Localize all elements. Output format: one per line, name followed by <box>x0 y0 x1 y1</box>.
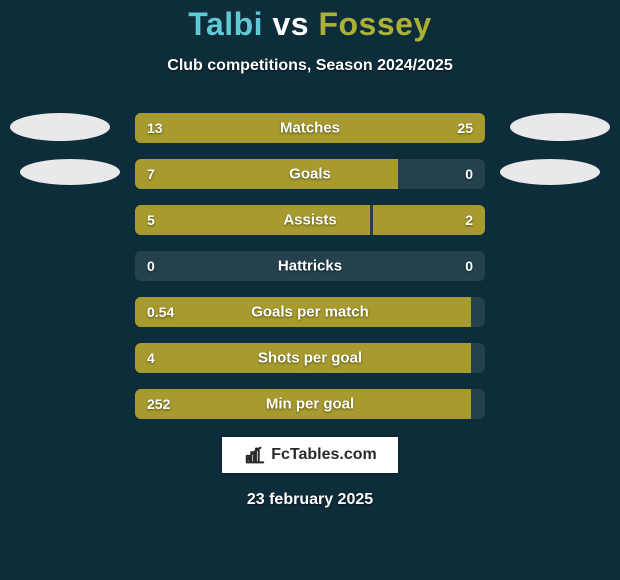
stat-row: 70Goals <box>135 159 485 189</box>
stat-value-left: 7 <box>147 166 155 182</box>
title-player1: Talbi <box>188 6 263 42</box>
player2-badge-icon <box>510 113 610 141</box>
page-title: Talbi vs Fossey <box>0 6 620 43</box>
stat-row: 0.54Goals per match <box>135 297 485 327</box>
stat-label: Hattricks <box>135 258 485 275</box>
player1-team-icon <box>20 159 120 185</box>
chart-icon <box>243 443 267 467</box>
stat-value-right: 0 <box>465 166 473 182</box>
stat-value-right: 0 <box>465 258 473 274</box>
player2-team-icon <box>500 159 600 185</box>
date-label: 23 february 2025 <box>0 491 620 509</box>
stat-value-left: 0 <box>147 258 155 274</box>
stat-bar-left <box>135 205 370 235</box>
stat-bar-left <box>135 343 471 373</box>
stat-row: 52Assists <box>135 205 485 235</box>
stat-value-left: 4 <box>147 350 155 366</box>
stat-bars: 1325Matches70Goals52Assists00Hattricks0.… <box>135 113 485 419</box>
stat-value-right: 2 <box>465 212 473 228</box>
subtitle: Club competitions, Season 2024/2025 <box>0 57 620 75</box>
stat-value-left: 252 <box>147 396 170 412</box>
stat-value-left: 0.54 <box>147 304 174 320</box>
title-vs: vs <box>272 6 309 42</box>
comparison-infographic: Talbi vs Fossey Club competitions, Seaso… <box>0 0 620 580</box>
title-player2: Fossey <box>318 6 431 42</box>
stat-row: 252Min per goal <box>135 389 485 419</box>
stat-value-left: 13 <box>147 120 163 136</box>
stat-row: 4Shots per goal <box>135 343 485 373</box>
stat-value-right: 25 <box>457 120 473 136</box>
stat-bar-left <box>135 297 471 327</box>
stat-bar-left <box>135 389 471 419</box>
stat-bar-left <box>135 159 398 189</box>
logo-text: FcTables.com <box>271 446 377 464</box>
stat-value-left: 5 <box>147 212 155 228</box>
player1-badge-icon <box>10 113 110 141</box>
fctables-logo: FcTables.com <box>220 435 400 475</box>
stat-bar-right <box>240 113 485 143</box>
stat-row: 0 0Hattricks <box>135 251 485 281</box>
stat-row: 1325Matches <box>135 113 485 143</box>
chart-area: 1325Matches70Goals52Assists00Hattricks0.… <box>0 113 620 419</box>
